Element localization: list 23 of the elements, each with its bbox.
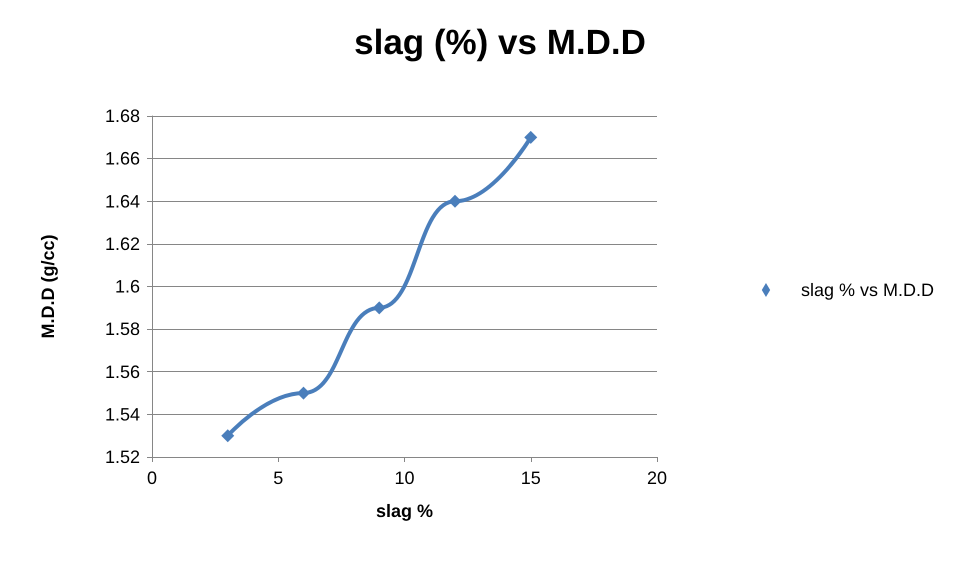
legend-label: slag % vs M.D.D <box>800 280 934 300</box>
x-axis-title: slag % <box>376 501 434 521</box>
x-tick-label: 5 <box>273 468 284 488</box>
y-axis-title: M.D.D (g/cc) <box>38 234 58 339</box>
chart-title: slag (%) vs M.D.D <box>354 23 646 62</box>
y-tick-label: 1.6 <box>114 276 140 296</box>
y-tick-label: 1.56 <box>104 362 140 382</box>
x-tick-label: 20 <box>646 468 668 488</box>
y-tick-label: 1.58 <box>104 319 140 340</box>
y-tick-label: 1.66 <box>104 148 140 169</box>
point <box>372 301 386 314</box>
y-tick-label: 1.68 <box>104 106 140 126</box>
point <box>297 386 310 400</box>
y-tick-label: 1.52 <box>104 447 140 467</box>
x-tick-label: 15 <box>520 468 541 488</box>
y-tick-label: 1.54 <box>104 404 140 424</box>
point <box>448 194 462 208</box>
point <box>221 429 234 442</box>
y-tick-label: 1.62 <box>104 234 140 254</box>
point <box>524 130 538 144</box>
x-tick-label: 10 <box>394 468 415 488</box>
x-tick-label: 0 <box>146 468 158 488</box>
y-tick-label: 1.64 <box>104 191 140 212</box>
